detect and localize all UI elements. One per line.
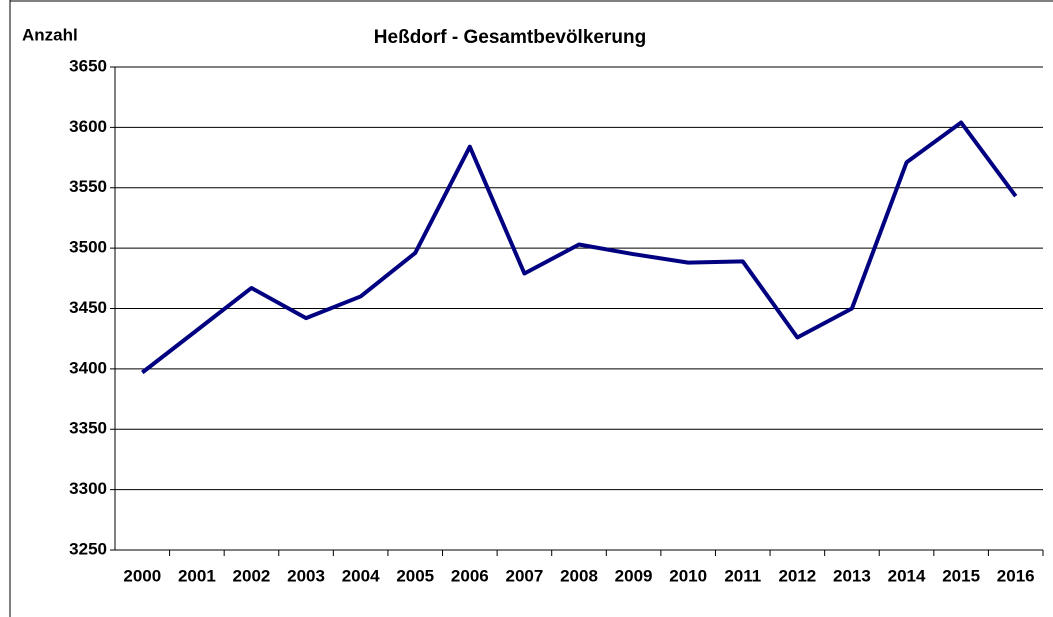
x-tick-label: 2001 — [178, 566, 216, 585]
x-tick-label: 2011 — [724, 566, 761, 585]
y-tick-label: 3400 — [69, 358, 107, 377]
y-tick-label: 3250 — [69, 539, 107, 558]
y-tick-label: 3600 — [69, 117, 107, 136]
x-tick-label: 2014 — [888, 566, 926, 585]
x-tick-label: 2009 — [615, 566, 653, 585]
x-tick-label: 2010 — [669, 566, 707, 585]
x-tick-label: 2004 — [342, 566, 380, 585]
x-tick-label: 2005 — [396, 566, 434, 585]
x-tick-label: 2002 — [233, 566, 271, 585]
y-tick-label: 3450 — [69, 298, 107, 317]
y-tick-label: 3300 — [69, 479, 107, 498]
data-line — [141, 120, 1018, 375]
x-tick-label: 2006 — [451, 566, 489, 585]
y-axis-label: Anzahl — [22, 25, 78, 44]
y-tick-label: 3500 — [69, 238, 107, 257]
chart-title: Heßdorf - Gesamtbevölkerung — [374, 27, 646, 48]
x-tick-label: 2015 — [942, 566, 980, 585]
y-tick-label: 3550 — [69, 177, 107, 196]
x-tick-label: 2008 — [560, 566, 598, 585]
x-tick-label: 2000 — [123, 566, 161, 585]
x-tick-label: 2013 — [833, 566, 871, 585]
y-tick-label: 3350 — [69, 419, 107, 438]
x-tick-label: 2012 — [778, 566, 816, 585]
x-tick-label: 2016 — [997, 566, 1035, 585]
x-tick-label: 2007 — [505, 566, 543, 585]
x-tick-label: 2003 — [287, 566, 325, 585]
y-tick-label: 3650 — [69, 56, 107, 75]
